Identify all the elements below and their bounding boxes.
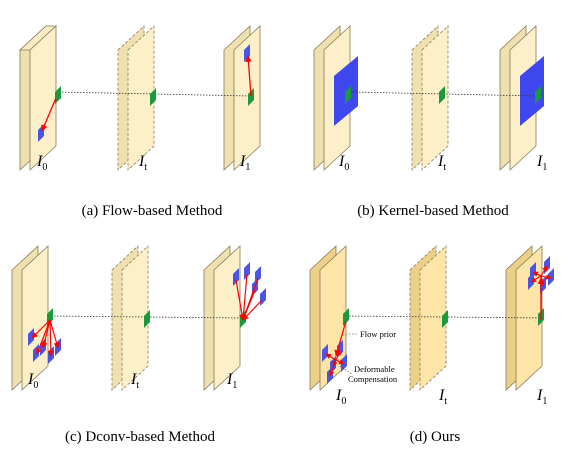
panel-c-pixel-it: [144, 310, 150, 328]
panel-a-frame-i1: [223, 25, 261, 171]
panel-a-flow-based: I0 It I1 (a) Flow-based Method: [18, 25, 261, 219]
panel-b-label-i1: I1: [536, 153, 547, 173]
panel-d-deformable-arrows-i0: [325, 349, 345, 377]
panel-d-frame-i0: [309, 245, 347, 391]
panel-c-label-it: It: [130, 371, 139, 391]
panel-a-caption: (a) Flow-based Method: [82, 203, 223, 219]
panel-c-offset-arrows-i1: [235, 273, 263, 321]
panel-a-label-i0: I0: [36, 153, 47, 173]
panel-d-frame-it: [409, 245, 447, 391]
panel-d-pixel-it: [442, 310, 448, 328]
panel-a-label-i1: I1: [239, 153, 250, 173]
panel-a-frame-i0: [18, 25, 58, 171]
panel-c-frame-i0: [11, 245, 49, 391]
panel-d-deformable-annotation-line2: Compensation: [348, 374, 398, 384]
panel-d-label-i1: I1: [536, 387, 547, 407]
panel-d-pixel-i0: [343, 308, 349, 326]
panel-b-kernel-based: I0 It I1 (b) Kernel-based Method: [313, 25, 547, 219]
panel-a-flow-arrow-1: [245, 55, 252, 97]
panel-d-dotted-line: [345, 315, 543, 319]
panel-b-label-it: It: [437, 153, 446, 173]
panel-c-offset-arrows-i0: [31, 319, 60, 357]
panel-d-label-i0: I0: [335, 387, 346, 407]
panel-b-pixel-it: [439, 86, 445, 104]
panel-c-caption: (c) Dconv-based Method: [65, 429, 215, 445]
panel-b-kernel-block-1: [520, 56, 544, 126]
panel-d-flow-prior-annotation: Flow prior: [360, 329, 396, 339]
panel-a-pixel-it: [150, 88, 156, 106]
panel-b-caption: (b) Kernel-based Method: [357, 203, 509, 219]
panel-b-pixel-i1: [535, 86, 541, 104]
panel-c-dconv-based: I0 It I1 (c) Dconv-based Method: [11, 245, 266, 445]
panel-b-pixel-i0: [345, 86, 351, 104]
panel-c-frame-it: [111, 245, 149, 391]
panel-a-pixel-i0: [55, 86, 61, 104]
panel-d-label-it: It: [438, 387, 447, 407]
panel-d-ours: Flow prior Deformable Compensation I0 It…: [309, 245, 554, 445]
panel-b-frame-it: [411, 25, 449, 171]
panel-a-label-it: It: [138, 153, 147, 173]
panel-a-frame-it: [117, 25, 155, 171]
panel-b-label-i0: I0: [338, 153, 349, 173]
panel-a-flow-arrow-0: [41, 97, 57, 132]
panel-d-deformable-annotation-line1: Deformable: [354, 364, 395, 374]
panel-d-deformable-arrows-i1: [530, 265, 552, 287]
panel-c-label-i0: I0: [27, 371, 38, 391]
panel-c-dotted-line: [47, 315, 245, 319]
panel-d-caption: (d) Ours: [410, 429, 461, 445]
panel-d-deformable-leader: [339, 365, 353, 375]
panel-c-label-i1: I1: [226, 371, 237, 391]
panel-a-pixel-i1: [248, 88, 254, 106]
